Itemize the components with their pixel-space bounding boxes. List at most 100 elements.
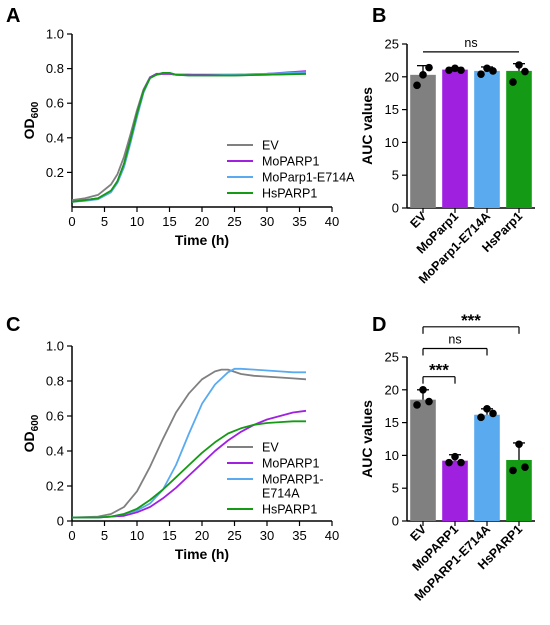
x-tick-label: 0 — [68, 214, 75, 229]
y-tick-label: 20 — [385, 382, 399, 397]
legend-entry: MoParp1-E714A — [262, 171, 355, 185]
legend-entry-line: HsPARP1 — [262, 187, 317, 201]
data-point — [515, 61, 523, 69]
y-tick-label: 25 — [385, 37, 399, 52]
significance-label: ns — [448, 332, 461, 346]
legend-entry: EV — [262, 441, 279, 455]
y-tick-label: 25 — [385, 350, 399, 365]
category-label: EV — [407, 522, 429, 544]
y-tick-label: 0 — [57, 514, 64, 529]
y-tick-label: 0.4 — [46, 444, 64, 459]
y-axis-title-subscript: 600 — [30, 101, 41, 118]
y-tick-label: 0.2 — [46, 479, 64, 494]
x-tick-label: 30 — [260, 214, 274, 229]
data-point — [445, 66, 453, 75]
y-axis-title-main: OD — [21, 431, 37, 452]
y-tick-label: 0.2 — [46, 165, 64, 180]
y-axis-title: AUC values — [359, 87, 375, 165]
x-tick-label: 5 — [101, 528, 108, 543]
legend-entry-line: MoParp1-E714A — [262, 171, 355, 185]
legend-entry-line: EV — [262, 441, 279, 455]
series-line-hsparp1 — [72, 420, 306, 519]
x-tick-label: 25 — [227, 528, 241, 543]
data-point — [509, 466, 517, 475]
x-tick-label: 10 — [130, 528, 144, 543]
legend-entry-line: EV — [262, 139, 279, 153]
y-tick-label: 0.8 — [46, 61, 64, 76]
data-point — [483, 64, 491, 73]
data-point — [489, 409, 497, 418]
series-line-moparp1 — [72, 409, 307, 519]
y-tick-label: 10 — [385, 135, 399, 150]
series-line-hsparp1 — [71, 72, 307, 203]
significance-label: *** — [429, 361, 449, 380]
y-tick-label: 0.4 — [46, 130, 64, 145]
y-tick-label: 10 — [385, 448, 399, 463]
x-tick-label: 0 — [68, 528, 75, 543]
panel-letter: D — [372, 314, 386, 336]
x-tick-label: 20 — [195, 214, 209, 229]
x-tick-label: 15 — [162, 528, 176, 543]
data-point — [413, 401, 421, 409]
y-tick-label: 1.0 — [46, 339, 64, 354]
legend-entry-line: HsPARP1 — [262, 503, 317, 517]
data-point — [509, 78, 517, 86]
data-point — [483, 405, 491, 413]
data-point — [457, 458, 465, 467]
y-axis-title: OD600 — [21, 101, 41, 139]
data-point — [477, 70, 485, 78]
y-tick-label: 0.6 — [46, 96, 64, 111]
panel-letter: B — [372, 5, 386, 27]
x-tick-label: 35 — [292, 214, 306, 229]
y-tick-label: 5 — [392, 481, 399, 496]
y-tick-label: 20 — [385, 69, 399, 84]
data-point — [515, 440, 523, 449]
legend: EV MoPARP1 MoParp1-E714A HsPARP1 — [227, 139, 355, 201]
bar-ev — [410, 74, 436, 208]
data-point — [413, 81, 421, 90]
y-tick-label: 15 — [385, 102, 399, 117]
bar-moparp1 — [442, 69, 468, 208]
y-tick-label: 5 — [392, 168, 399, 183]
data-point — [419, 71, 427, 79]
legend-entry-line: MoPARP1- — [262, 473, 324, 487]
data-point — [489, 67, 497, 75]
data-point — [451, 64, 459, 73]
panel-letter: C — [6, 314, 20, 336]
significance-label: *** — [461, 311, 481, 330]
legend: EV MoPARP1 MoPARP1-E714A HsPARP1 — [227, 441, 324, 517]
data-point — [457, 66, 465, 75]
x-tick-label: 40 — [325, 214, 339, 229]
y-tick-label: 1.0 — [46, 27, 64, 42]
bar-moparp1-e714a — [474, 414, 500, 521]
legend-entry: MoPARP1-E714A — [262, 473, 324, 501]
x-axis-title: Time (h) — [175, 232, 229, 248]
data-point — [521, 67, 529, 76]
legend-entry: MoPARP1 — [262, 155, 319, 169]
y-axis-title: AUC values — [359, 400, 375, 478]
x-tick-label: 30 — [260, 528, 274, 543]
data-point — [477, 413, 485, 422]
x-tick-label: 10 — [130, 214, 144, 229]
y-tick-label: 0.8 — [46, 374, 64, 389]
x-tick-label: 5 — [101, 214, 108, 229]
x-tick-label: 25 — [227, 214, 241, 229]
data-point — [521, 463, 529, 472]
data-point — [425, 397, 433, 406]
legend-entry: HsPARP1 — [262, 187, 317, 201]
y-tick-label: 15 — [385, 415, 399, 430]
y-axis-title-main: OD — [21, 118, 37, 139]
significance-label: ns — [464, 36, 477, 50]
legend-entry: EV — [262, 139, 279, 153]
series-line-ev — [71, 368, 307, 519]
y-tick-label: 0.6 — [46, 409, 64, 424]
y-axis-title-subscript: 600 — [30, 414, 41, 431]
legend-entry: MoPARP1 — [262, 457, 319, 471]
x-axis-title: Time (h) — [175, 546, 229, 562]
data-point — [445, 458, 453, 467]
data-point — [425, 63, 433, 72]
legend-entry: HsPARP1 — [262, 503, 317, 517]
x-tick-label: 40 — [325, 528, 339, 543]
